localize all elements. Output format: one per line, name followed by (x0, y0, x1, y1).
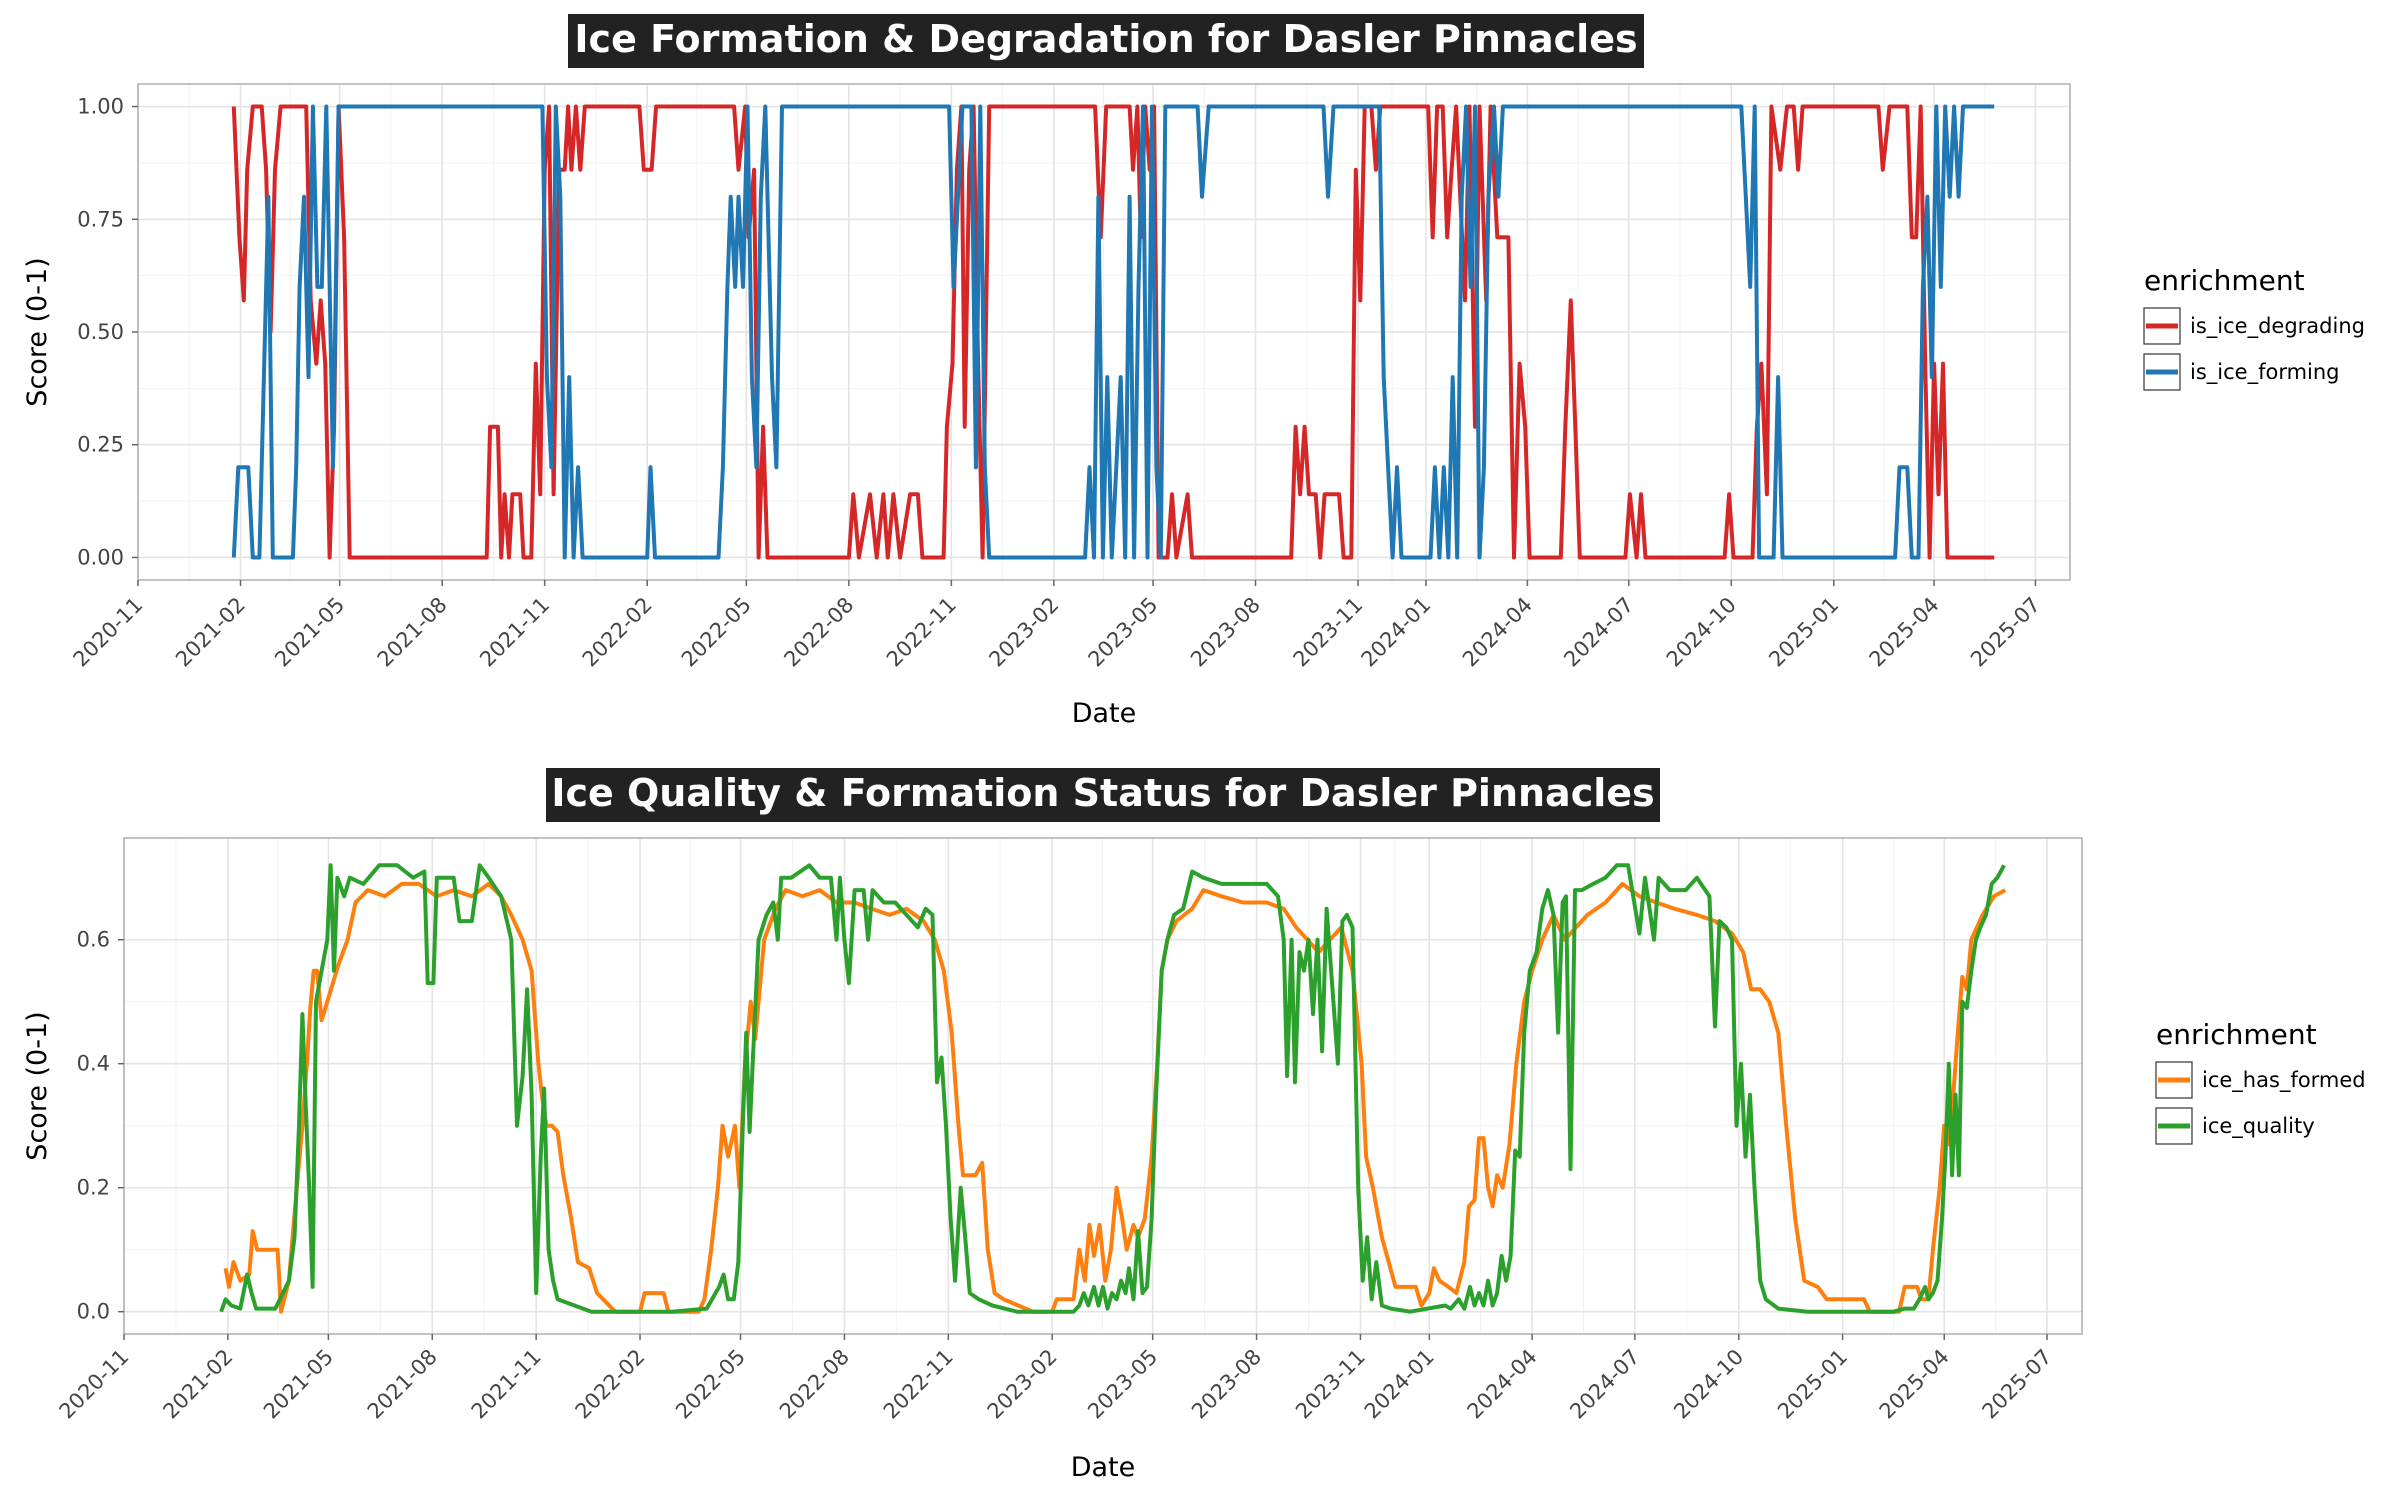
series-line-is-ice-forming (231, 104, 1995, 560)
x-tick-label: 2020-11 (55, 1345, 134, 1424)
x-tick-label: 2023-08 (1187, 1345, 1266, 1424)
x-tick-label: 2025-01 (1773, 1345, 1852, 1424)
y-tick-label: 0.6 (77, 928, 110, 952)
y-tick-label: 0.0 (77, 1300, 110, 1324)
x-tick-label: 2022-05 (671, 1345, 750, 1424)
y-tick-label: 1.00 (77, 95, 124, 119)
legend-item-is-ice-degrading: is_ice_degrading (2143, 307, 2365, 345)
chart-title: Ice Formation & Degradation for Dasler P… (574, 17, 1637, 61)
x-tick-label: 2024-10 (1669, 1345, 1748, 1424)
x-tick-label: 2022-05 (677, 593, 756, 672)
x-tick-label: 2022-02 (571, 1345, 650, 1424)
x-tick-label: 2024-07 (1559, 593, 1638, 672)
legend-item-ice-quality: ice_quality (2155, 1107, 2315, 1145)
legend-item-ice-has-formed: ice_has_formed (2155, 1061, 2366, 1099)
y-axis-title: Score (0-1) (22, 1011, 53, 1160)
x-tick-label: 2022-11 (882, 593, 961, 672)
y-tick-label: 0.25 (77, 433, 124, 457)
y-tick-label: 0.50 (77, 320, 124, 344)
x-tick-label: 2023-02 (984, 593, 1063, 672)
x-tick-label: 2022-02 (578, 593, 657, 672)
x-tick-label: 2023-05 (1083, 1345, 1162, 1424)
series-line-is-ice-degrading (231, 104, 1995, 560)
y-tick-label: 0.2 (77, 1176, 110, 1200)
x-tick-label: 2021-11 (467, 1345, 546, 1424)
x-tick-label: 2021-05 (270, 593, 349, 672)
x-tick-label: 2025-07 (1978, 1345, 2057, 1424)
x-tick-label: 2021-11 (475, 593, 554, 672)
x-tick-label: 2023-08 (1186, 593, 1265, 672)
legend-label: ice_quality (2202, 1114, 2315, 1139)
x-tick-label: 2024-04 (1463, 1345, 1542, 1424)
chart-title-background (546, 768, 1660, 822)
x-tick-label: 2025-04 (1865, 593, 1944, 672)
x-tick-label: 2022-08 (779, 593, 858, 672)
x-tick-label: 2020-11 (69, 593, 148, 672)
x-tick-label: 2021-05 (259, 1345, 338, 1424)
x-tick-label: 2024-04 (1458, 593, 1537, 672)
y-tick-label: 0.00 (77, 545, 124, 569)
x-tick-label: 2021-02 (158, 1345, 237, 1424)
quality-status-chart: Ice Quality & Formation Status for Dasle… (22, 768, 2366, 1483)
x-tick-label: 2024-01 (1360, 1345, 1439, 1424)
x-tick-label: 2021-08 (373, 593, 452, 672)
legend-item-is-ice-forming: is_ice_forming (2143, 353, 2340, 391)
legend-title: enrichment (2144, 264, 2305, 297)
series-line-ice-quality (219, 863, 2006, 1314)
x-tick-label: 2023-05 (1084, 593, 1163, 672)
x-tick-label: 2023-11 (1291, 1345, 1370, 1424)
x-tick-label: 2025-01 (1764, 593, 1843, 672)
x-tick-label: 2025-04 (1875, 1345, 1954, 1424)
legend: enrichment ice_has_formed ice_quality (2155, 1018, 2366, 1145)
y-tick-label: 0.4 (77, 1052, 110, 1076)
x-tick-label: 2023-11 (1289, 593, 1368, 672)
x-axis-title: Date (1072, 698, 1137, 729)
chart-title-background (568, 14, 1644, 68)
legend-label: is_ice_forming (2190, 360, 2340, 385)
x-tick-label: 2022-11 (879, 1345, 958, 1424)
y-axis-title: Score (0-1) (22, 257, 53, 406)
x-tick-label: 2022-08 (775, 1345, 854, 1424)
formation-degradation-chart: Ice Formation & Degradation for Dasler P… (22, 14, 2365, 729)
y-tick-label: 0.75 (77, 207, 124, 231)
chart-title: Ice Quality & Formation Status for Dasle… (551, 771, 1654, 815)
legend-label: ice_has_formed (2202, 1068, 2366, 1093)
legend-title: enrichment (2156, 1018, 2317, 1051)
x-tick-label: 2021-08 (363, 1345, 442, 1424)
legend: enrichment is_ice_degrading is_ice_formin… (2143, 264, 2365, 391)
x-tick-label: 2025-07 (1966, 593, 2045, 672)
x-tick-label: 2024-07 (1565, 1345, 1644, 1424)
legend-label: is_ice_degrading (2190, 314, 2365, 339)
x-axis-title: Date (1071, 1452, 1136, 1483)
x-tick-label: 2024-01 (1357, 593, 1436, 672)
plot-panel-border (123, 837, 2083, 1335)
x-tick-label: 2024-10 (1662, 593, 1741, 672)
x-tick-label: 2021-02 (171, 593, 250, 672)
x-tick-label: 2023-02 (983, 1345, 1062, 1424)
